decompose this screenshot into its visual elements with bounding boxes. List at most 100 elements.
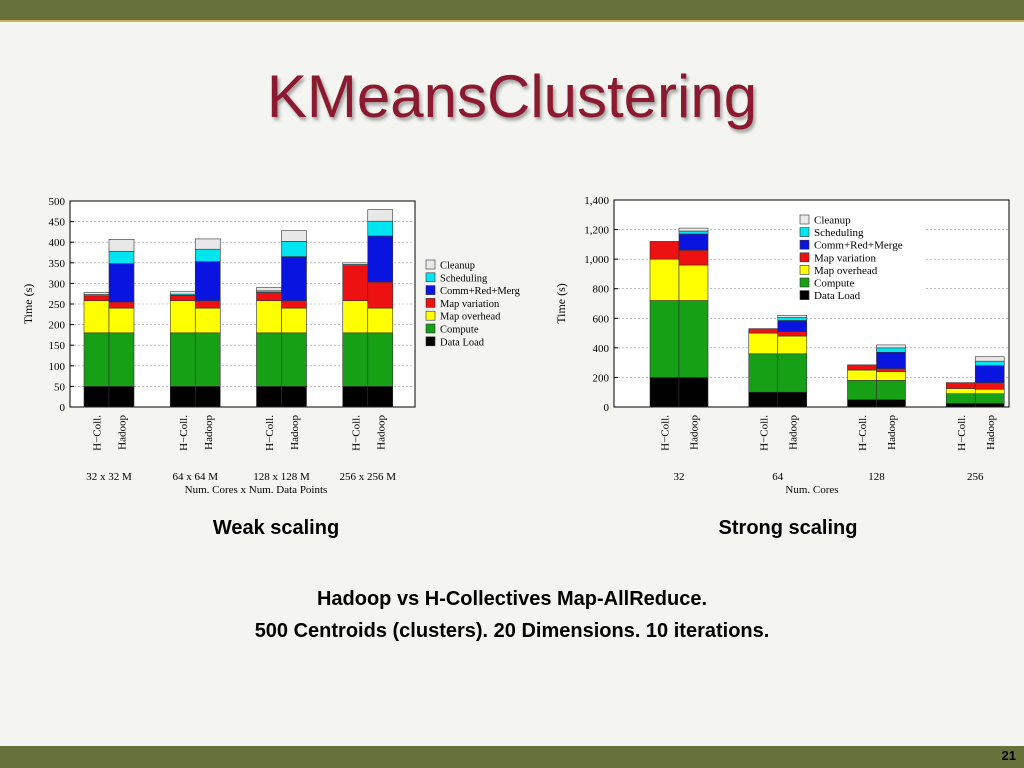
bar-label: Hadoop [289, 415, 301, 450]
bar-segment [83, 332, 110, 387]
bar-segment [974, 365, 1005, 383]
bar-label: Hadoop [886, 415, 898, 450]
bar-segment [108, 239, 135, 252]
bar-label: H−Coll. [178, 415, 190, 451]
bar-segment [748, 391, 779, 408]
bar-segment [876, 399, 906, 408]
bar-segment [876, 368, 906, 372]
legend-swatch [425, 298, 436, 308]
bar-segment [777, 331, 808, 337]
y-axis-label: Time (s) [21, 284, 35, 325]
legend-swatch [425, 310, 436, 321]
bar-segment [974, 360, 1005, 366]
bar-segment [367, 332, 394, 387]
legend-swatch [425, 272, 436, 283]
bar-label: Hadoop [375, 415, 387, 450]
bar-label: H−Coll. [92, 415, 104, 451]
y-tick-label: 0 [604, 402, 610, 414]
weak-scaling-caption: Weak scaling [212, 517, 340, 539]
bar-segment [777, 335, 808, 355]
bar-segment [777, 315, 808, 318]
bottom-bar [0, 746, 1024, 768]
legend-box [794, 209, 924, 309]
bar-segment [367, 281, 394, 309]
description-line-1: Hadoop vs H-Collectives Map-AllReduce. [316, 588, 708, 610]
bar-label: Hadoop [689, 415, 701, 450]
bar-segment [108, 307, 135, 334]
legend-label: Map overhead [440, 312, 501, 323]
bar-segment [281, 386, 307, 408]
bar-label: Hadoop [985, 415, 997, 450]
bar-segment [777, 317, 808, 321]
legend-label: Scheduling [440, 273, 488, 284]
legend-label: Data Load [814, 290, 861, 302]
bar-segment [777, 353, 808, 393]
x-group-label: 64 x 64 M [172, 471, 218, 483]
bar-segment [169, 291, 196, 295]
bar-segment [678, 264, 709, 301]
legend-swatch [425, 285, 436, 295]
y-tick-label: 200 [49, 320, 66, 332]
y-tick-label: 400 [593, 343, 610, 355]
legend-label: Data Load [440, 337, 485, 348]
bar-segment [281, 300, 307, 309]
legend-swatch [799, 239, 810, 250]
bar-segment [678, 230, 709, 235]
bar-segment [945, 382, 976, 389]
y-tick-label: 1,000 [584, 254, 609, 266]
bar-segment [194, 386, 221, 408]
bar-segment [945, 393, 976, 404]
bar-segment [194, 307, 221, 334]
bar-segment [83, 295, 110, 302]
legend-swatch [799, 214, 810, 225]
y-tick-label: 350 [49, 258, 66, 270]
x-group-label: 32 [674, 471, 685, 483]
bar-segment [169, 300, 196, 334]
legend-swatch [425, 336, 436, 347]
y-tick-label: 500 [49, 196, 66, 208]
y-tick-label: 450 [49, 217, 66, 229]
bar-segment [169, 332, 196, 387]
strong-scaling-caption: Strong scaling [718, 517, 858, 539]
bar-segment [83, 292, 110, 295]
bar-segment [169, 386, 196, 408]
legend-label: Compute [814, 278, 854, 290]
legend-label: Scheduling [814, 227, 864, 239]
bar-segment [649, 241, 680, 260]
bar-segment [748, 353, 779, 393]
bar-segment [678, 377, 709, 408]
y-tick-label: 400 [49, 237, 66, 249]
bar-segment [108, 301, 135, 309]
y-tick-label: 800 [593, 284, 610, 296]
bar-segment [83, 300, 110, 334]
bar-segment [678, 300, 709, 378]
bar-segment [281, 241, 307, 257]
strong-scaling-chart: 0 200 400 600 800 1,000 1,200 1,400 Time (s) H−Co… [554, 195, 1010, 496]
bar-segment [945, 388, 976, 394]
y-tick-label: 300 [49, 278, 66, 290]
legend-swatch [425, 323, 436, 334]
bar-segment [256, 300, 282, 334]
bar-segment [342, 332, 369, 387]
bar-segment [748, 328, 779, 334]
x-group-label: 64 [772, 471, 784, 483]
bar-segment [342, 265, 369, 302]
bar-segment [194, 300, 221, 309]
bar-segment [367, 220, 394, 237]
bar-segment [678, 249, 709, 266]
bar-segment [876, 380, 906, 400]
legend-swatch [799, 252, 810, 263]
legend-label: Comm+Red+Merg [440, 286, 521, 297]
x-group-label: 128 x 128 M [253, 471, 310, 483]
bar-segment [256, 386, 282, 408]
bar-segment [83, 386, 110, 408]
legend-swatch [425, 259, 436, 270]
x-group-label: 256 x 256 M [339, 471, 396, 483]
bar-segment [974, 393, 1005, 404]
top-accent-line [0, 20, 1024, 22]
bar-segment [974, 403, 1005, 408]
y-tick-label: 100 [49, 361, 66, 373]
x-group-label: 256 [967, 471, 984, 483]
bar-segment [974, 382, 1005, 390]
legend-label: Cleanup [814, 215, 851, 227]
